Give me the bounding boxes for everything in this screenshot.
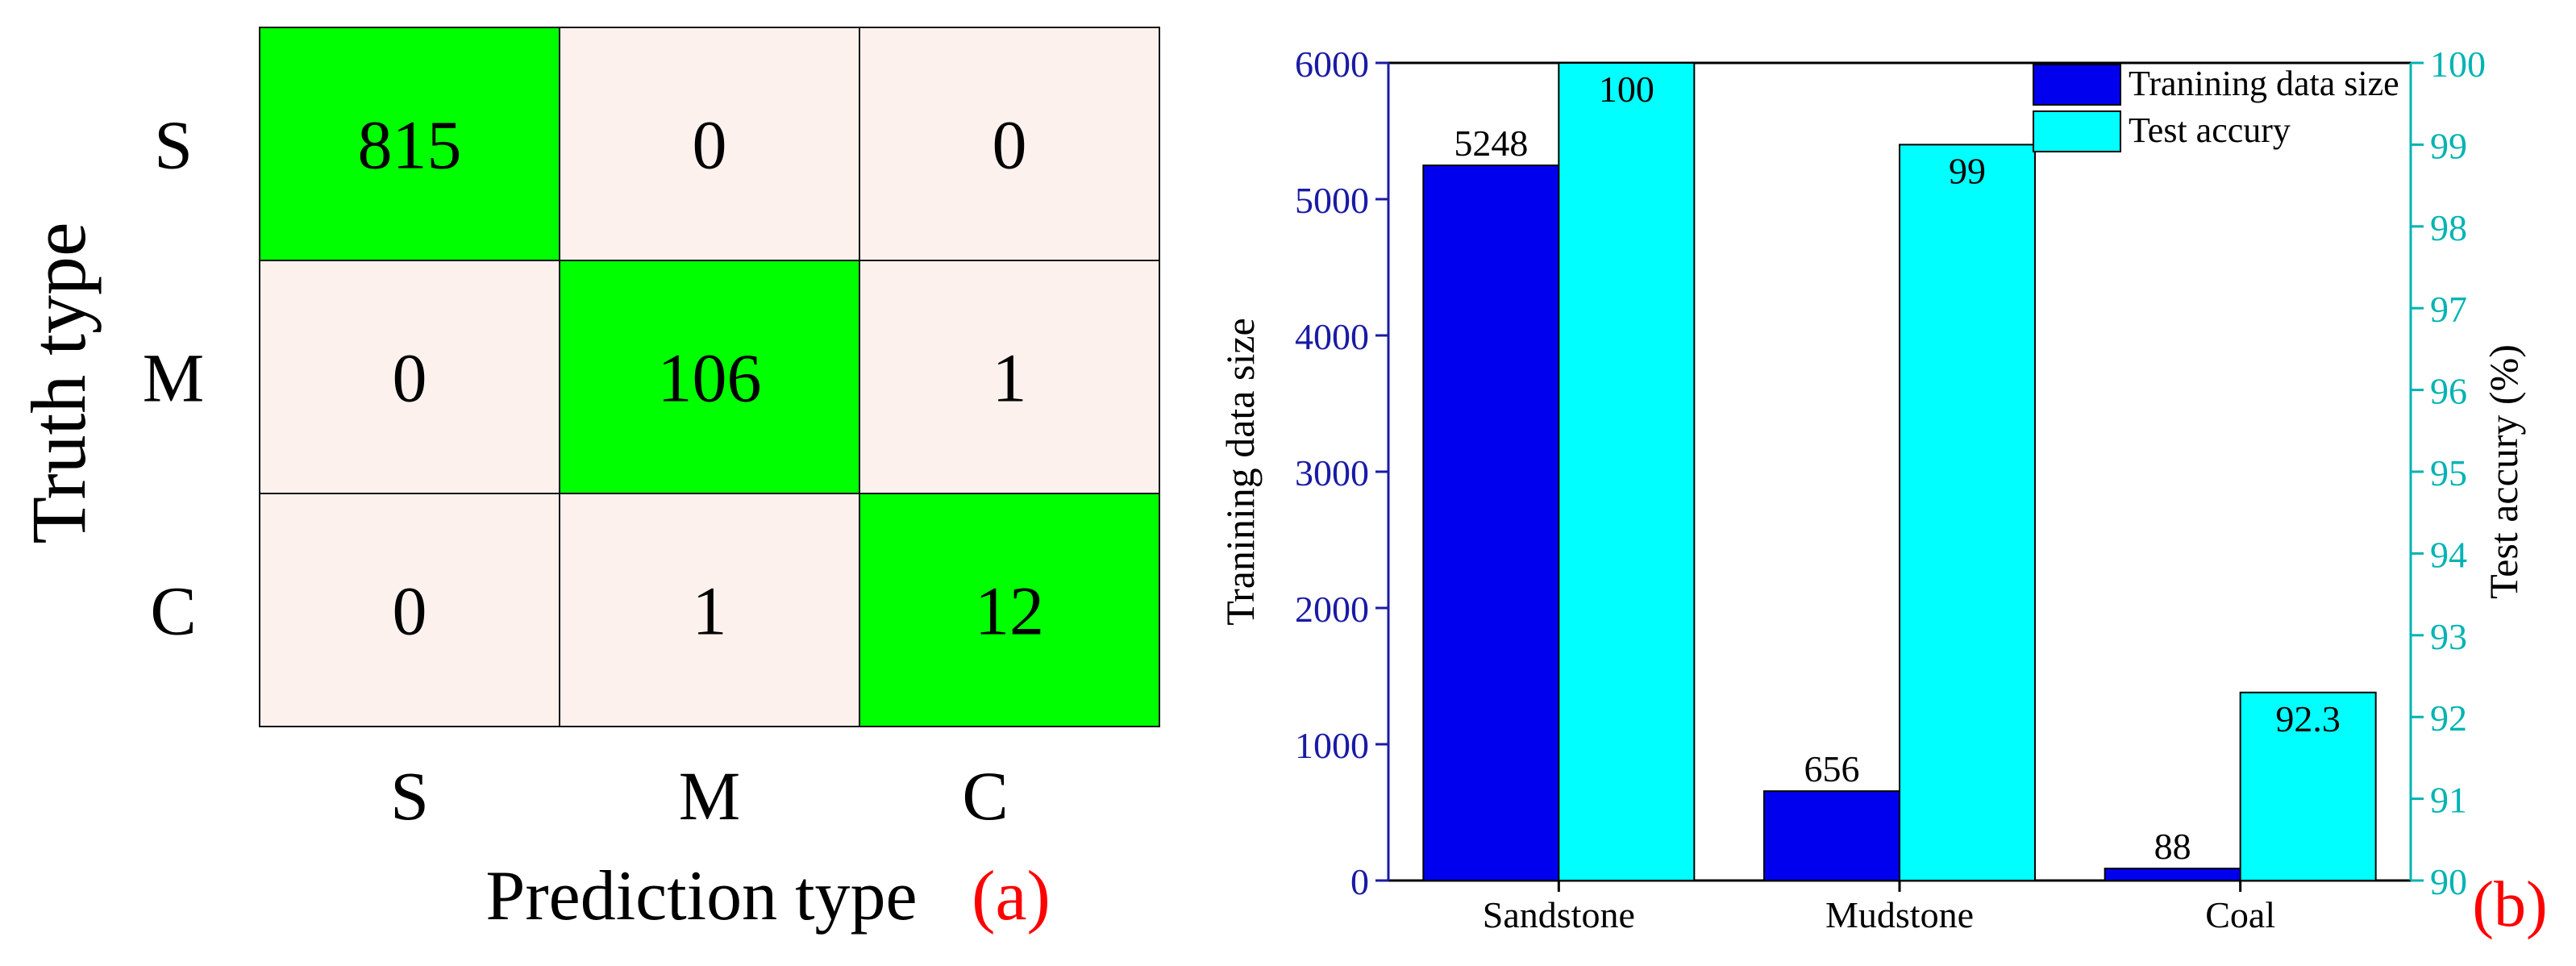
cm-row-label: S [154,106,193,184]
bar-chart: 0 1000 2000 3000 4000 5000 6000 90 91 92 93 94 95 96 9… [1295,44,2486,935]
bar-training-size [2104,868,2241,882]
y-right-tick-label: 91 [2430,780,2467,821]
y-right-tick-label: 93 [2430,616,2467,657]
cm-col-label: M [679,757,740,835]
y-left-tick-label: 5000 [1295,180,1369,221]
cm-cell-value: 815 [358,106,462,184]
cm-cell-value: 0 [993,106,1027,184]
y-right-tick-label: 98 [2430,207,2467,248]
x-tick-label: Mudstone [1825,894,1974,935]
bar-training-size [1763,790,1900,881]
cm-cell-value: 0 [693,106,727,184]
cm-cell [859,493,1160,727]
cm-cell-value: 0 [393,573,427,650]
x-tick-label: Coal [2205,894,2275,935]
bar-training-size [1422,164,1560,881]
cm-cell-value: 106 [658,339,762,417]
y-left-tick-label: 6000 [1295,44,1369,85]
cm-col-label: C [962,757,1008,835]
cm-row-label: C [150,573,196,650]
cm-row-label: M [143,339,204,417]
cm-cell [259,493,560,727]
bar-training-size-label: 88 [2154,826,2191,867]
bar-training-size-label: 5248 [1454,123,1528,164]
cm-ylabel: Truth type [15,222,102,543]
bar-test-accuracy-label: 100 [1599,69,1654,110]
legend-swatch [2033,64,2121,106]
cm-cell-value: 1 [993,339,1027,417]
cm-cell [559,493,860,727]
bar-test-accuracy [1899,144,2036,881]
legend-label: Tranining data size [2129,64,2399,103]
bar-training-size-label: 656 [1804,748,1860,789]
y-left-tick-label: 0 [1350,861,1369,902]
y-right-tick-label: 90 [2430,861,2467,902]
cm-cell [859,260,1160,494]
cm-cell [559,27,860,261]
y-left-tick-label: 1000 [1295,725,1369,766]
bar-test-accuracy-label: 99 [1949,150,1986,191]
cm-cell-value: 1 [693,573,727,650]
legend-swatch [2033,110,2121,152]
y-right-tick-label: 96 [2430,371,2467,412]
bar-test-accuracy-label: 92.3 [2275,698,2341,739]
panel-label-b: (b) [2472,869,2547,940]
panel-label-a: (a) [972,857,1051,935]
legend-label: Test accury [2129,110,2291,150]
y-right-tick-label: 94 [2430,534,2467,575]
bar-ylabel-right: Test accury (%) [2481,344,2526,599]
bar-test-accuracy [1558,62,1696,881]
cm-cell [259,27,560,261]
y-right-tick-label: 92 [2430,697,2467,739]
cm-cell-value: 0 [393,339,427,417]
y-left-tick-label: 3000 [1295,452,1369,493]
y-right-tick-label: 97 [2430,289,2467,330]
cm-xlabel: Prediction type [485,857,917,935]
cm-cell [859,27,1160,261]
confusion-matrix: 815 0 0 0 106 1 0 1 12 S M C S M C [143,27,1160,835]
cm-cell [259,260,560,494]
x-tick-label: Sandstone [1483,894,1635,935]
y-right-tick-label: 99 [2430,125,2467,166]
cm-col-label: S [390,757,429,835]
cm-cell [559,260,860,494]
y-left-tick-label: 2000 [1295,589,1369,630]
y-right-tick-label: 100 [2430,44,2486,85]
y-left-tick-label: 4000 [1295,316,1369,357]
bar-test-accuracy [2239,691,2377,882]
cm-cell-value: 12 [975,573,1044,650]
y-right-tick-label: 95 [2430,452,2467,493]
bar-ylabel-left: Tranining data size [1217,318,1263,625]
